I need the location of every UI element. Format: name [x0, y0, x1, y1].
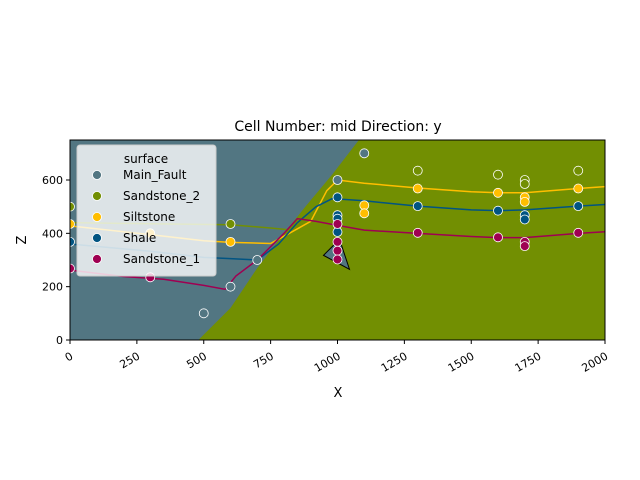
y-tick-label: 0 — [56, 334, 63, 347]
point-siltstone — [519, 196, 530, 207]
point-siltstone — [412, 183, 423, 194]
point-siltstone — [493, 187, 503, 198]
legend-label: Siltstone — [123, 210, 175, 224]
point-main-fault — [252, 255, 263, 265]
y-tick-label: 600 — [42, 174, 63, 187]
point-sandstone-1 — [332, 254, 343, 265]
point-siltstone — [573, 183, 584, 194]
line-shale — [70, 197, 605, 261]
point-shale — [573, 201, 584, 212]
legend-box — [76, 144, 217, 277]
point-siltstone — [70, 219, 75, 229]
x-tick-label: 250 — [117, 350, 142, 372]
point-sandstone-2 — [412, 165, 423, 176]
point-siltstone — [359, 208, 370, 219]
point-sandstone-1 — [70, 263, 75, 274]
point-shale — [493, 205, 503, 216]
legend-marker — [92, 233, 102, 243]
x-tick-label: 750 — [251, 350, 276, 372]
y-tick-label: 400 — [42, 227, 63, 240]
x-tick-label: 1500 — [446, 350, 477, 375]
point-sandstone-1 — [332, 245, 343, 256]
x-tick-label: 2000 — [580, 350, 611, 375]
y-axis: 0 200 400 600 — [42, 174, 70, 347]
legend-label: Shale — [123, 231, 156, 245]
x-axis: 0 250 500 750 1000 1250 1500 1750 2000 — [63, 340, 611, 375]
x-tick-label: 1750 — [513, 350, 544, 375]
point-shale — [519, 214, 530, 225]
legend-label: Sandstone_1 — [123, 252, 200, 266]
y-tick-label: 200 — [42, 281, 63, 294]
legend-label: Main_Fault — [123, 168, 187, 182]
point-main-fault — [359, 148, 370, 159]
legend-marker — [92, 212, 102, 222]
point-main-fault — [332, 175, 343, 185]
point-sandstone-1 — [412, 227, 423, 238]
point-sandstone-2 — [493, 169, 503, 180]
x-tick-label: 1250 — [379, 350, 410, 375]
x-axis-label: X — [334, 386, 343, 401]
point-sandstone-1 — [519, 241, 530, 252]
x-tick-label: 0 — [63, 350, 76, 365]
x-tick-label: 1000 — [312, 350, 343, 375]
point-sandstone-2 — [573, 165, 584, 176]
point-shale — [412, 201, 423, 212]
point-sandstone-1 — [332, 219, 343, 229]
point-shale — [332, 192, 343, 203]
y-axis-label: Z — [15, 235, 30, 244]
legend-marker — [92, 170, 102, 180]
legend-marker — [92, 254, 102, 264]
point-siltstone — [225, 236, 236, 247]
legend-label: Sandstone_2 — [123, 189, 200, 203]
x-tick-label: 500 — [184, 350, 209, 372]
legend: surface Main_Fault Sandstone_2 Siltstone Sh… — [76, 144, 217, 277]
point-sandstone-2 — [519, 179, 530, 189]
point-sandstone-1 — [332, 236, 343, 247]
point-sandstone-1 — [573, 227, 584, 238]
point-main-fault — [198, 308, 209, 319]
point-sandstone-2 — [70, 201, 75, 212]
legend-title: surface — [124, 152, 168, 166]
point-shale — [70, 236, 75, 247]
legend-marker — [92, 191, 102, 201]
point-sandstone-2 — [225, 219, 236, 229]
surface-points — [70, 148, 584, 319]
point-main-fault — [225, 281, 236, 292]
point-sandstone-1 — [493, 232, 503, 243]
chart-title: Cell Number: mid Direction: y — [234, 119, 441, 135]
